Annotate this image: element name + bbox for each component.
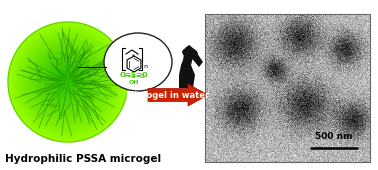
Circle shape (56, 70, 74, 88)
Text: 500 nm: 500 nm (315, 132, 353, 141)
Polygon shape (179, 65, 195, 88)
Circle shape (62, 76, 66, 80)
Circle shape (40, 54, 92, 106)
Text: Hydrophilic PSSA microgel: Hydrophilic PSSA microgel (5, 154, 161, 164)
Circle shape (60, 74, 68, 82)
Circle shape (34, 48, 98, 112)
Circle shape (63, 77, 65, 79)
Circle shape (27, 41, 107, 121)
Circle shape (59, 73, 69, 83)
Ellipse shape (182, 48, 198, 58)
Circle shape (18, 32, 116, 130)
Circle shape (32, 46, 100, 114)
Circle shape (44, 58, 87, 100)
Circle shape (33, 47, 99, 113)
Circle shape (30, 44, 102, 116)
Circle shape (17, 31, 117, 131)
Circle shape (28, 42, 105, 120)
Text: O=S=O: O=S=O (119, 72, 149, 78)
FancyArrow shape (148, 84, 208, 106)
Circle shape (28, 42, 105, 118)
Circle shape (10, 24, 126, 140)
Circle shape (11, 25, 125, 139)
Circle shape (12, 26, 124, 138)
Circle shape (24, 38, 110, 124)
Circle shape (14, 29, 121, 134)
Circle shape (58, 72, 70, 84)
Circle shape (23, 37, 111, 125)
Circle shape (47, 61, 83, 97)
Circle shape (13, 27, 123, 137)
Circle shape (52, 66, 78, 92)
Text: Microgel in water: Microgel in water (126, 90, 210, 99)
Bar (205, 14, 370, 162)
Circle shape (15, 29, 119, 133)
Circle shape (43, 57, 88, 103)
Circle shape (31, 45, 101, 115)
Circle shape (48, 62, 82, 96)
Ellipse shape (104, 33, 172, 91)
Circle shape (57, 71, 73, 87)
Text: $\mathdefault{\circ}$=S=O: $\mathdefault{\circ}$=S=O (122, 72, 146, 80)
Circle shape (19, 33, 115, 129)
Circle shape (57, 71, 71, 86)
Circle shape (35, 49, 97, 111)
Text: n: n (143, 64, 147, 69)
Text: OH: OH (129, 81, 139, 86)
Circle shape (49, 63, 81, 95)
Polygon shape (189, 45, 203, 67)
Circle shape (38, 52, 94, 108)
Circle shape (54, 68, 76, 90)
Circle shape (55, 69, 75, 89)
Circle shape (20, 34, 114, 128)
Circle shape (61, 75, 67, 81)
Circle shape (41, 55, 91, 105)
Circle shape (8, 22, 128, 142)
Circle shape (51, 65, 79, 93)
Circle shape (14, 28, 122, 136)
Circle shape (39, 53, 93, 107)
Circle shape (37, 51, 95, 109)
Circle shape (25, 39, 109, 123)
Circle shape (22, 36, 112, 126)
Circle shape (53, 67, 77, 91)
Circle shape (43, 57, 87, 101)
Circle shape (42, 56, 90, 104)
Circle shape (29, 44, 104, 117)
Circle shape (26, 40, 108, 122)
Circle shape (36, 50, 96, 110)
Circle shape (16, 30, 118, 132)
Circle shape (45, 59, 85, 99)
Polygon shape (181, 45, 195, 65)
Circle shape (21, 35, 113, 127)
Circle shape (50, 64, 80, 94)
Circle shape (46, 60, 84, 98)
Circle shape (9, 23, 127, 141)
